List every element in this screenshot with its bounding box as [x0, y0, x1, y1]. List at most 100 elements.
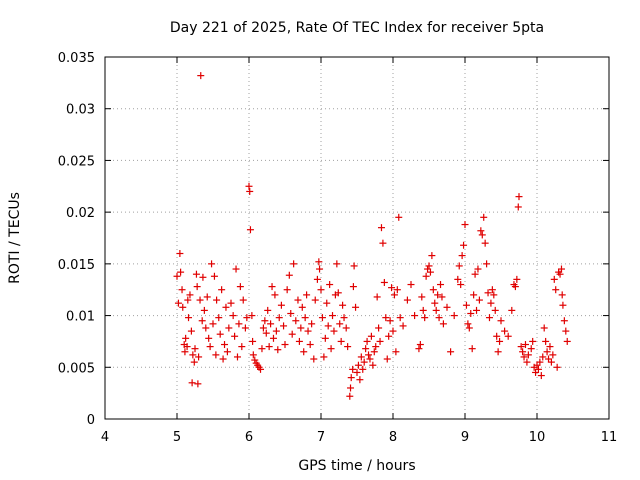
data-point: [301, 314, 309, 322]
data-point: [188, 379, 196, 387]
data-point: [199, 273, 207, 281]
data-point: [515, 193, 523, 201]
x-axis-label: GPS time / hours: [298, 458, 415, 474]
data-point: [245, 182, 253, 190]
x-tick-label: 10: [529, 430, 546, 445]
data-point: [428, 252, 436, 260]
data-point: [390, 291, 398, 299]
data-point: [480, 213, 488, 221]
data-point: [261, 317, 269, 325]
data-point: [184, 296, 192, 304]
data-point: [317, 286, 325, 294]
data-point: [385, 332, 393, 340]
x-tick-label: 11: [601, 430, 618, 445]
data-point: [399, 322, 407, 330]
data-point: [271, 291, 279, 299]
data-point: [504, 332, 512, 340]
data-point: [493, 332, 501, 340]
data-point: [329, 312, 337, 320]
chart-title: Day 221 of 2025, Rate Of TEC Index for r…: [170, 20, 544, 36]
data-point: [450, 312, 458, 320]
data-point: [295, 337, 303, 345]
data-point: [350, 262, 358, 270]
data-point: [519, 348, 527, 356]
data-point: [292, 317, 300, 325]
data-point: [514, 203, 522, 211]
data-point: [202, 324, 210, 332]
data-point: [542, 337, 550, 345]
data-point: [521, 341, 529, 349]
data-point: [231, 332, 239, 340]
data-point: [354, 361, 362, 369]
data-point: [339, 301, 347, 309]
data-point: [431, 299, 439, 307]
y-tick-label: 0.03: [66, 103, 95, 118]
data-point: [429, 286, 437, 294]
data-point: [304, 327, 312, 335]
data-point: [267, 320, 275, 328]
data-point: [311, 296, 319, 304]
data-point: [179, 303, 187, 311]
data-point: [349, 283, 357, 291]
data-point: [197, 72, 205, 80]
data-point: [297, 324, 305, 332]
data-point: [181, 348, 189, 356]
data-point: [497, 317, 505, 325]
data-point: [434, 291, 442, 299]
data-point: [559, 301, 567, 309]
data-point: [483, 260, 491, 268]
data-point: [318, 314, 326, 322]
data-point: [236, 283, 244, 291]
data-point: [326, 281, 334, 289]
data-point: [524, 351, 532, 359]
y-tick-label: 0.005: [58, 361, 95, 376]
data-point: [189, 351, 197, 359]
data-point: [454, 275, 462, 283]
data-point: [208, 260, 216, 268]
data-point: [377, 224, 385, 232]
data-point: [248, 312, 256, 320]
data-point: [239, 296, 247, 304]
data-point: [447, 348, 455, 356]
data-point: [258, 345, 266, 353]
data-point: [439, 320, 447, 328]
data-point: [176, 250, 184, 258]
data-point: [246, 226, 254, 234]
x-tick-label: 9: [461, 430, 469, 445]
data-point: [552, 286, 560, 294]
data-point: [419, 306, 427, 314]
data-point: [340, 314, 348, 322]
data-point: [467, 310, 475, 318]
data-point: [219, 355, 227, 363]
data-point: [435, 314, 443, 322]
data-point: [346, 392, 354, 400]
data-point: [257, 365, 265, 373]
data-point: [173, 272, 181, 280]
data-point: [198, 317, 206, 325]
data-point: [229, 312, 237, 320]
data-point: [238, 343, 246, 351]
data-point: [464, 320, 472, 328]
data-point: [265, 343, 273, 351]
data-point: [183, 343, 191, 351]
data-point: [308, 320, 316, 328]
data-point: [241, 324, 249, 332]
data-point: [418, 293, 426, 301]
data-point: [218, 286, 226, 294]
x-tick-label: 6: [245, 430, 253, 445]
data-point: [411, 312, 419, 320]
data-point: [437, 281, 445, 289]
data-point: [487, 299, 495, 307]
data-point: [212, 351, 220, 359]
data-point: [177, 268, 185, 276]
data-point: [539, 353, 547, 361]
data-point: [380, 278, 388, 286]
data-point: [187, 327, 195, 335]
data-point: [523, 358, 531, 366]
data-point: [375, 324, 383, 332]
data-point: [471, 270, 479, 278]
data-point: [223, 348, 231, 356]
data-point: [474, 265, 482, 273]
data-point: [264, 306, 272, 314]
data-point: [336, 320, 344, 328]
